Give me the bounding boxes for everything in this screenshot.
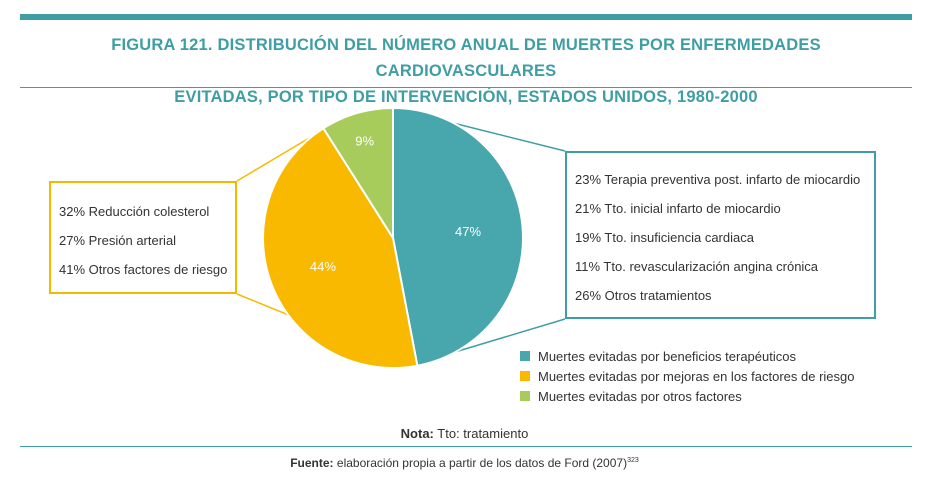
treatments-breakdown-box: 23% Terapia preventiva post. infarto de … bbox=[565, 151, 876, 319]
treatment-item: 26% Otros tratamientos bbox=[575, 288, 712, 303]
risk-factor-item: 41% Otros factores de riesgo bbox=[59, 262, 228, 277]
pie-slice-label: 9% bbox=[355, 134, 374, 149]
pie-slice bbox=[321, 106, 394, 242]
pie-slice bbox=[262, 126, 419, 369]
source-label: Fuente: bbox=[290, 456, 334, 470]
risk-factor-item: 27% Presión arterial bbox=[59, 233, 177, 248]
figure-title-line2: EVITADAS, POR TIPO DE INTERVENCIÓN, ESTA… bbox=[174, 88, 758, 106]
footer-divider bbox=[20, 446, 912, 447]
pie-slice bbox=[392, 106, 524, 367]
figure-title: FIGURA 121. DISTRIBUCIÓN DEL NÚMERO ANUA… bbox=[20, 32, 912, 110]
legend-item-therapeutic: Muertes evitadas por beneficios terapéut… bbox=[520, 346, 855, 366]
legend-swatch bbox=[520, 371, 530, 381]
chart-legend: Muertes evitadas por beneficios terapéut… bbox=[520, 346, 855, 406]
legend-item-other: Muertes evitadas por otros factores bbox=[520, 386, 855, 406]
pie-chart: 47% 44% 9% bbox=[236, 106, 566, 369]
source: Fuente: elaboración propia a partir de l… bbox=[0, 456, 929, 470]
legend-swatch bbox=[520, 351, 530, 361]
legend-label: Muertes evitadas por mejoras en los fact… bbox=[538, 368, 855, 384]
legend-label: Muertes evitadas por otros factores bbox=[538, 388, 742, 404]
top-accent-bar bbox=[20, 14, 912, 20]
risk-factor-item: 32% Reducción colesterol bbox=[59, 204, 210, 219]
treatment-item: 11% Tto. revascularización angina crónic… bbox=[575, 259, 819, 274]
source-superscript: 323 bbox=[627, 457, 639, 464]
legend-item-risk-factors: Muertes evitadas por mejoras en los fact… bbox=[520, 366, 855, 386]
treatment-item: 21% Tto. inicial infarto de miocardio bbox=[575, 201, 781, 216]
pie-slice-label: 44% bbox=[310, 259, 336, 274]
legend-label: Muertes evitadas por beneficios terapéut… bbox=[538, 348, 796, 364]
note: Nota: Tto: tratamiento bbox=[0, 426, 929, 441]
note-label: Nota: bbox=[400, 426, 434, 441]
figure-title-line1: FIGURA 121. DISTRIBUCIÓN DEL NÚMERO ANUA… bbox=[111, 36, 821, 80]
pie-slice-label: 47% bbox=[455, 224, 481, 239]
legend-swatch bbox=[520, 391, 530, 401]
treatment-item: 23% Terapia preventiva post. infarto de … bbox=[575, 172, 861, 187]
risk-factors-breakdown-box: 32% Reducción colesterol 27% Presión art… bbox=[49, 181, 237, 294]
treatment-item: 19% Tto. insuficiencia cardiaca bbox=[575, 230, 754, 245]
title-divider bbox=[20, 87, 912, 88]
note-text: Tto: tratamiento bbox=[433, 426, 529, 441]
source-text: elaboración propia a partir de los datos… bbox=[333, 456, 628, 470]
